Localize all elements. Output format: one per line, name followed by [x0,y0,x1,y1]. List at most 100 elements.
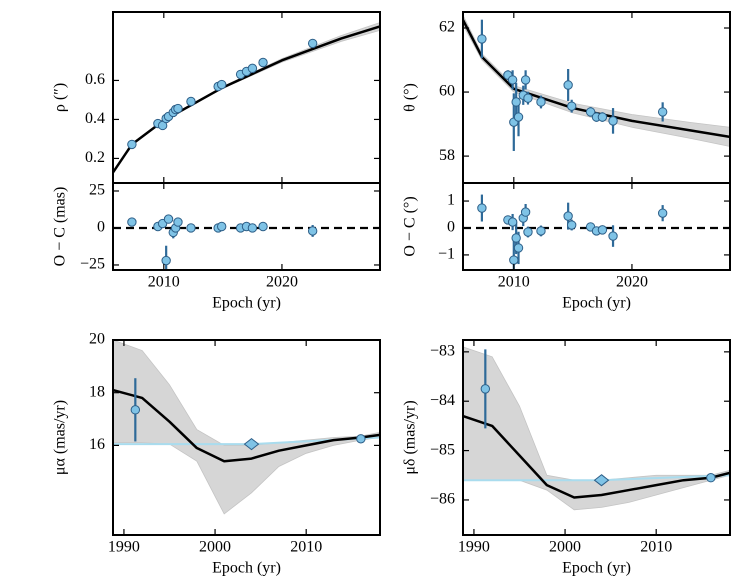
data-point [477,203,487,213]
x-tick-label: 2010 [290,539,322,556]
data-point [247,223,258,233]
frame [112,339,381,536]
data-point [186,96,196,107]
data-point [243,437,260,451]
x-axis-label: Epoch (yr) [562,295,631,312]
data-point [563,80,573,90]
data-point [480,384,491,394]
y-tick-label: −86 [430,491,455,508]
data-point [216,79,227,90]
data-point [477,34,487,44]
data-point [511,97,521,107]
data-point [507,75,518,85]
y-tick-label: 0 [447,219,455,236]
data-point [186,223,196,233]
y-axis-label: O − C (°) [402,196,419,256]
data-point [593,474,610,487]
data-point [216,221,227,232]
data-point [509,255,519,265]
model-line [463,414,730,499]
y-axis-label: θ (°) [402,83,419,112]
data-point [161,255,171,266]
y-tick-label: 16 [89,436,105,453]
data-point [520,207,531,217]
y-tick-label: 60 [439,83,455,100]
y-tick-label: 0.2 [85,149,105,166]
data-point [608,231,618,241]
frame [462,339,731,536]
data-point [127,139,137,150]
data-point [507,217,518,227]
data-point [585,107,596,117]
data-point [597,112,608,122]
x-tick-label: 2010 [498,274,530,291]
data-point [173,217,183,227]
data-point [566,101,577,111]
data-point [597,225,608,235]
x-tick-label: 2010 [148,274,180,291]
x-axis-label: Epoch (yr) [212,295,281,312]
data-point [247,63,258,74]
data-point [520,75,531,85]
x-tick-label: 1990 [458,539,490,556]
y-tick-label: −85 [430,441,455,458]
y-tick-label: 20 [89,331,105,348]
data-point [307,38,318,49]
data-point [127,217,137,227]
y-tick-label: 0.6 [85,71,105,88]
frame [112,182,381,271]
y-tick-label: −25 [80,256,105,273]
data-point [258,57,268,68]
y-tick-label: 25 [89,182,105,199]
x-tick-label: 2000 [199,539,231,556]
x-tick-label: 2010 [640,539,672,556]
x-axis-label: Epoch (yr) [212,560,281,577]
sample-band [463,15,730,147]
y-tick-label: 0.4 [85,110,105,127]
sample-band [463,346,730,511]
y-axis-label: ρ (″) [52,83,69,112]
data-point [307,226,318,236]
data-point [513,112,524,122]
x-tick-label: 2000 [549,539,581,556]
data-point [163,214,174,224]
x-axis-label: Epoch (yr) [562,560,631,577]
y-axis-label: O − C (mas) [52,187,69,267]
data-point [706,473,716,483]
data-point [356,434,366,444]
data-point [173,103,183,114]
sample-band [113,340,380,515]
y-axis-label: μδ (mas/yr) [402,400,419,474]
y-tick-label: 62 [439,19,455,36]
data-point [258,221,268,232]
data-point [566,220,577,230]
y-tick-label: −84 [430,392,455,409]
y-tick-label: 18 [89,383,105,400]
frame [462,182,731,271]
model-line [113,388,380,463]
y-tick-label: 1 [447,192,455,209]
sample-band [113,22,380,175]
data-point [608,116,618,126]
data-point [523,93,533,103]
data-point [130,405,141,415]
x-tick-label: 2020 [616,274,648,291]
y-tick-label: −1 [438,246,455,263]
data-point [513,243,524,253]
data-point [657,107,668,117]
data-point [536,226,546,236]
y-tick-label: 58 [439,147,455,164]
model-line [113,25,380,174]
x-tick-label: 2020 [266,274,298,291]
x-tick-label: 1990 [108,539,140,556]
y-tick-label: 0 [97,219,105,236]
data-point [563,211,573,221]
data-point [511,233,521,243]
data-point [536,97,546,107]
y-tick-label: −83 [430,343,455,360]
data-point [523,227,533,237]
y-axis-label: μα (mas/yr) [52,400,69,475]
frame [462,11,731,184]
data-point [657,208,668,218]
